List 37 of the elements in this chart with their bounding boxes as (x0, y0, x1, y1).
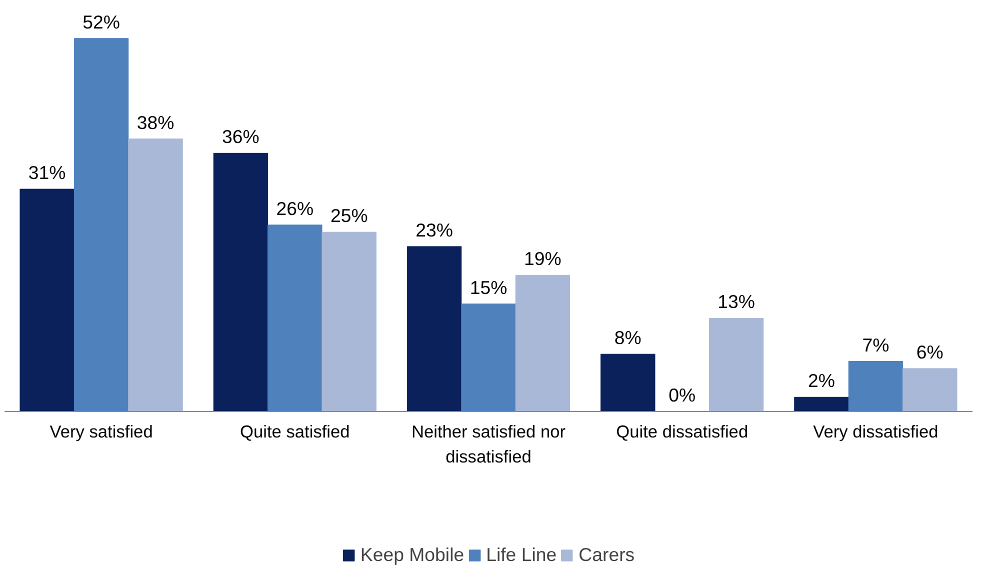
data-label: 19% (524, 248, 562, 270)
bar (74, 38, 129, 412)
bar (322, 232, 376, 412)
data-label: 7% (862, 334, 890, 356)
data-label: 26% (276, 198, 314, 219)
legend-label: Life Line (486, 544, 557, 566)
bar (515, 274, 570, 412)
x-tick-label: Very dissatisfied (813, 422, 938, 442)
data-label: 25% (330, 205, 368, 226)
x-tick-label: Neither satisfied nor dissatisfied (411, 422, 566, 466)
data-label: 38% (136, 112, 174, 133)
data-label: 15% (470, 276, 508, 298)
bar (708, 318, 764, 412)
data-label: 36% (222, 126, 260, 148)
data-label: 0% (668, 384, 696, 406)
data-label: 52% (82, 11, 120, 32)
x-tick-label: Quite satisfied (240, 422, 350, 442)
bar (20, 188, 74, 412)
bar (794, 396, 849, 412)
bar (213, 152, 268, 412)
data-label: 13% (718, 291, 755, 312)
bar (128, 138, 183, 412)
bar (461, 304, 516, 412)
data-label: 31% (28, 162, 66, 184)
data-label: 2% (808, 370, 835, 392)
bar (848, 361, 904, 412)
legend-label: Keep Mobile (360, 544, 464, 566)
data-label: 8% (614, 327, 642, 348)
bar (406, 246, 462, 412)
bar (268, 224, 322, 412)
x-tick-label: Quite dissatisfied (616, 422, 748, 442)
data-label: 23% (416, 219, 453, 240)
bar (902, 368, 958, 412)
bar (600, 354, 656, 412)
x-tick-label: Very satisfied (50, 422, 153, 442)
legend-label: Carers (578, 544, 635, 566)
data-label: 6% (916, 341, 944, 362)
